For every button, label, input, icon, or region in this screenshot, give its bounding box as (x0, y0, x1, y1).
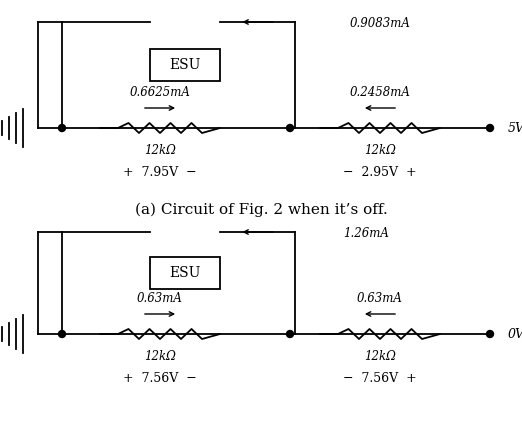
Text: 5V: 5V (508, 122, 522, 134)
Text: ESU: ESU (169, 58, 200, 72)
Circle shape (58, 125, 65, 131)
Text: (a) Circuit of Fig. 2 when it’s off.: (a) Circuit of Fig. 2 when it’s off. (135, 203, 387, 217)
Text: 12kΩ: 12kΩ (144, 143, 176, 157)
Text: +  7.56V  −: + 7.56V − (123, 372, 197, 384)
Circle shape (487, 125, 493, 131)
Circle shape (287, 330, 293, 338)
Bar (150, 49, 220, 81)
Circle shape (287, 125, 293, 131)
Text: −  2.95V  +: − 2.95V + (343, 166, 417, 178)
Text: 1.26mA: 1.26mA (343, 226, 389, 240)
Text: 0.63mA: 0.63mA (137, 291, 183, 304)
Text: 0.6625mA: 0.6625mA (129, 86, 191, 98)
Circle shape (487, 330, 493, 338)
Text: 12kΩ: 12kΩ (364, 350, 396, 363)
Text: −  7.56V  +: − 7.56V + (343, 372, 417, 384)
Text: 12kΩ: 12kΩ (144, 350, 176, 363)
Text: 0V: 0V (508, 327, 522, 341)
Text: +  7.95V  −: + 7.95V − (123, 166, 197, 178)
Text: 0.63mA: 0.63mA (357, 291, 403, 304)
Bar (150, 257, 220, 289)
Circle shape (58, 330, 65, 338)
Text: 0.2458mA: 0.2458mA (350, 86, 410, 98)
Text: 12kΩ: 12kΩ (364, 143, 396, 157)
Text: 0.9083mA: 0.9083mA (350, 17, 411, 30)
Text: ESU: ESU (169, 266, 200, 280)
